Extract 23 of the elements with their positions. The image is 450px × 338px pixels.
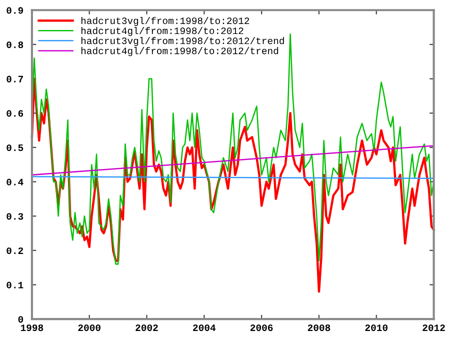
legend-label: hadcrut4gl/from:1998/to:2012 — [81, 26, 244, 36]
legend-label: hadcrut3vgl/from:1998/to:2012 — [81, 16, 250, 26]
x-tick-label: 2000 — [78, 324, 100, 332]
y-tick-label: 0.3 — [6, 213, 24, 220]
y-tick-label: 0.9 — [6, 7, 24, 14]
y-tick-label: 0.1 — [6, 282, 24, 288]
y-tick-label: 0.5 — [6, 144, 24, 152]
legend-label: hadcrut3vgl/from:1998/to:2012/trend — [81, 37, 284, 46]
x-tick-label: 2002 — [136, 324, 158, 332]
x-tick-label: 2006 — [250, 324, 273, 332]
y-tick-label: 0 — [18, 316, 24, 323]
y-tick-label: 0.2 — [6, 247, 24, 254]
x-tick-label: 2010 — [365, 324, 388, 332]
line-series — [30, 78, 435, 293]
y-tick-label: 0.8 — [6, 41, 24, 48]
x-tick-label: 2012 — [422, 324, 445, 332]
y-tick-label: 0.4 — [6, 178, 24, 186]
legend-label: hadcrut4gl/from:1998/to:2012/trend — [81, 47, 278, 56]
x-tick-label: 2004 — [193, 324, 216, 332]
x-tick-label: 2008 — [308, 324, 330, 332]
y-tick-label: 0.7 — [6, 76, 23, 82]
x-tick-label: 1998 — [20, 324, 44, 332]
y-tick-label: 0.6 — [6, 110, 24, 117]
